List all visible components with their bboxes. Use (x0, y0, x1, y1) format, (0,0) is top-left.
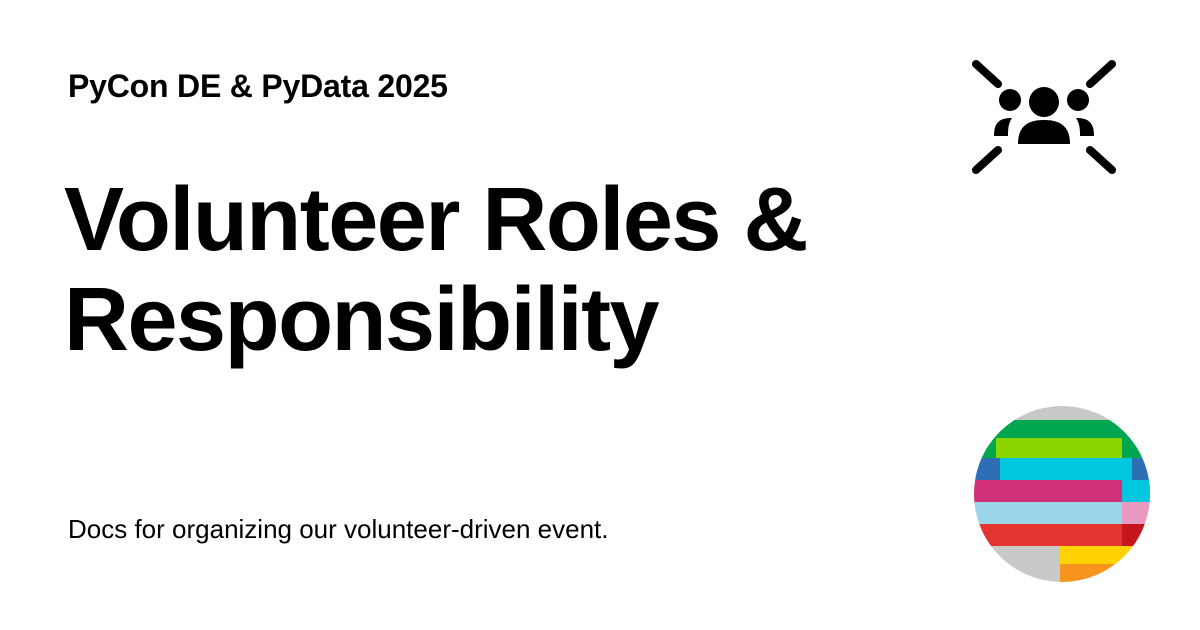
page-description: Docs for organizing our volunteer-driven… (68, 514, 609, 544)
pycon-de-logo (974, 406, 1150, 582)
page-title-line-1: Volunteer Roles & (64, 170, 808, 270)
page-title-line-2: Responsibility (64, 270, 660, 370)
site-name: PyCon DE & PyData 2025 (68, 68, 448, 104)
page-title: Volunteer Roles & Responsibility (64, 170, 884, 370)
group-icon (972, 60, 1116, 174)
